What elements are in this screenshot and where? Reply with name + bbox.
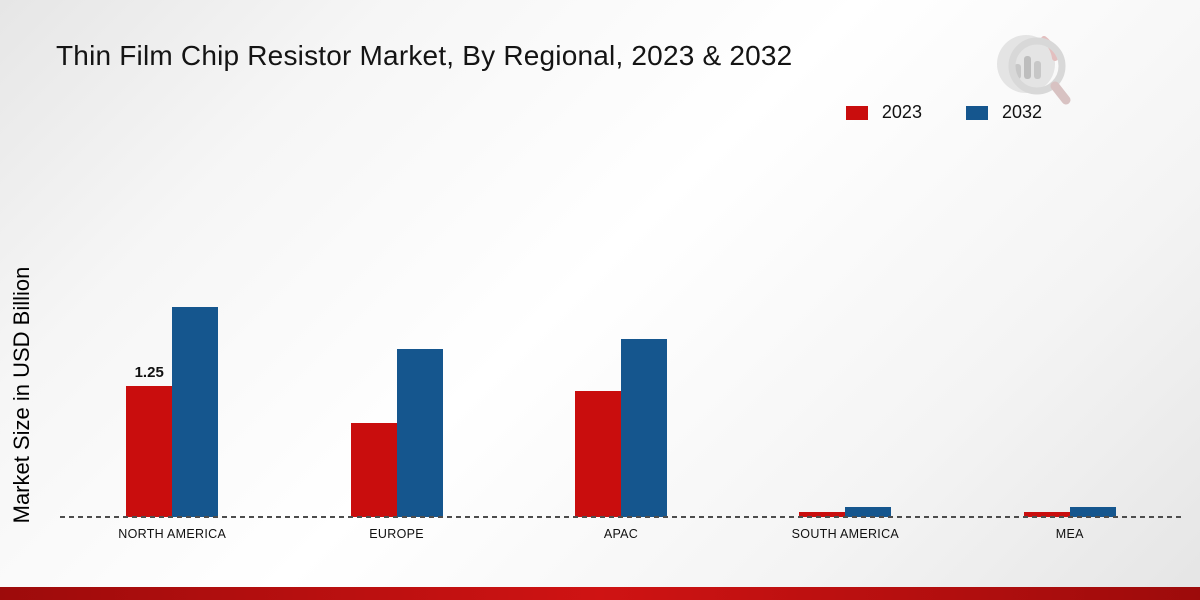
x-axis-baseline [60,516,1182,518]
bar-groups: 1.25 NORTH AMERICA EUROPE APAC SOUTH AMERICA… [60,255,1182,541]
bar-pair [574,338,667,517]
legend: 2023 2032 [845,102,1042,123]
x-axis-label-south-america: SOUTH AMERICA [791,527,900,541]
bar-pair: 1.25 [126,307,219,517]
bar-value-label: 1.25 [134,364,164,381]
bar-pair [799,506,892,517]
x-axis-label-apac: APAC [603,527,639,541]
bar-2023-south-america [799,511,846,517]
bar-group-europe: EUROPE [350,255,443,541]
x-axis-label-north-america: NORTH AMERICA [118,527,227,541]
legend-item-2023: 2023 [845,102,922,123]
bar-group-north-america: 1.25 NORTH AMERICA [118,255,226,541]
bar-2032-mea [1069,506,1116,517]
bar-2023-mea [1023,511,1070,517]
bar-2023-north-america: 1.25 [126,364,173,517]
y-axis-label: Market Size in USD Billion [9,266,34,524]
legend-label: 2023 [881,102,922,122]
legend-swatch-2032 [965,105,988,120]
legend-label: 2032 [1001,102,1042,122]
bar-2023-europe [350,422,397,517]
bar-2032-north-america [172,307,219,517]
bar-2032-south-america [845,506,892,517]
legend-item-2032: 2032 [965,102,1042,123]
bar-2032-europe [396,349,443,517]
bar-chart-magnifier-icon [997,35,1071,105]
bar-2032-apac [620,338,667,517]
footer-red-bar [0,587,1200,600]
bar-pair [1023,506,1116,517]
chart-title: Thin Film Chip Resistor Market, By Regio… [56,40,793,71]
bar-2023-apac [574,391,621,517]
bar-pair [350,349,443,517]
mrfr-logo [992,26,1072,108]
bar-group-south-america: SOUTH AMERICA [792,255,899,541]
bar-group-apac: APAC [574,255,667,541]
plot-area: 1.25 NORTH AMERICA EUROPE APAC SOUTH AMERICA… [60,255,1182,541]
legend-swatch-2023 [845,105,868,120]
x-axis-label-europe: EUROPE [369,527,424,541]
x-axis-label-mea: MEA [1055,527,1084,541]
bar-group-mea: MEA [1023,255,1116,541]
